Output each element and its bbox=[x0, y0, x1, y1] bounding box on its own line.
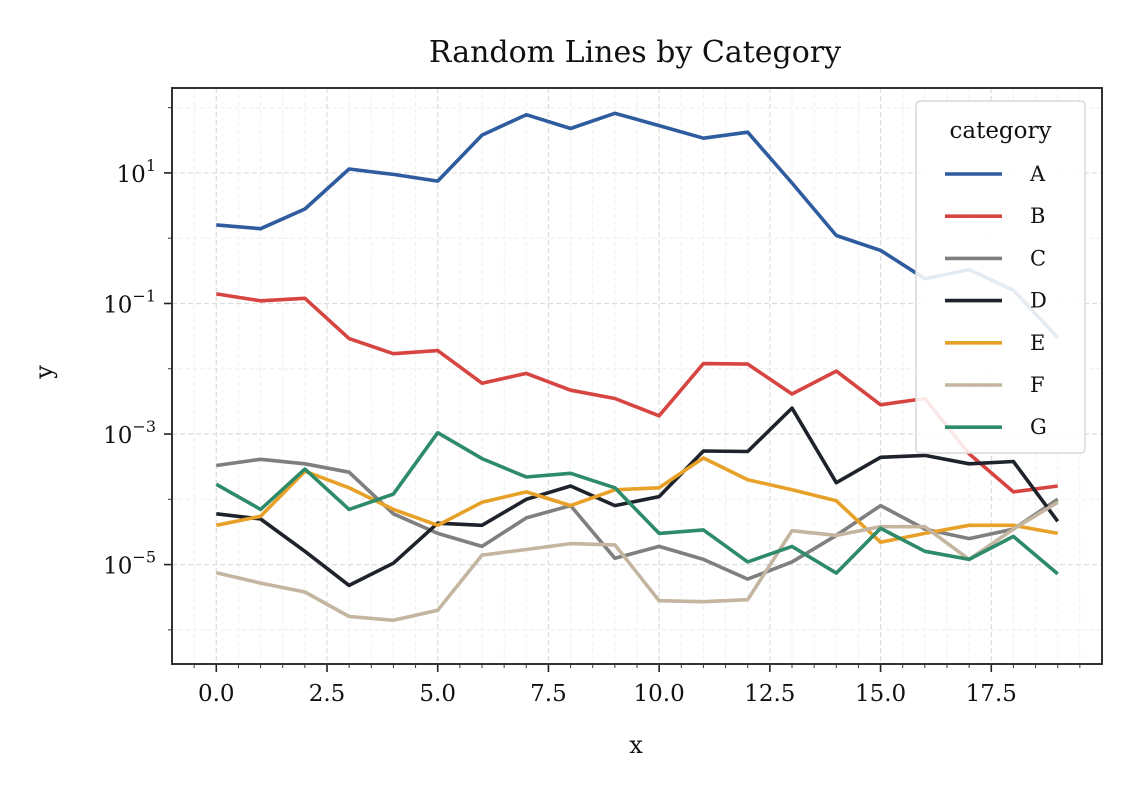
x-tick-label: 7.5 bbox=[530, 681, 567, 707]
y-axis-title: y bbox=[30, 365, 58, 380]
x-tick-label: 17.5 bbox=[966, 681, 1017, 707]
series-line-G bbox=[215, 430, 1059, 576]
legend-label-A: A bbox=[1029, 162, 1046, 186]
x-axis-title: x bbox=[629, 731, 643, 759]
plot-frame bbox=[171, 87, 1103, 665]
axes: 0.0 2.5 5.0 7.5 10.0 12.5 15.0 17.5 101 10−1 10−3 1… bbox=[103, 87, 1103, 707]
legend-label-B: B bbox=[1030, 204, 1045, 228]
x-tick-label: 2.5 bbox=[309, 681, 346, 707]
legend-label-G: G bbox=[1030, 415, 1047, 439]
x-tick-label: 0.0 bbox=[198, 681, 235, 707]
chart-title: Random Lines by Category bbox=[429, 35, 841, 70]
y-tick-label: 10−1 bbox=[103, 286, 156, 318]
legend-box bbox=[915, 100, 1086, 454]
series-line-F bbox=[215, 500, 1059, 623]
x-tick-label: 15.0 bbox=[855, 681, 906, 707]
x-tick-label: 5.0 bbox=[419, 681, 456, 707]
legend-title: category bbox=[949, 118, 1051, 144]
x-tick-label: 12.5 bbox=[744, 681, 795, 707]
legend-label-D: D bbox=[1030, 289, 1047, 313]
legend-label-C: C bbox=[1030, 246, 1046, 270]
y-tick-label: 10−5 bbox=[103, 548, 156, 580]
series-line-D bbox=[216, 406, 1060, 588]
legend-label-E: E bbox=[1030, 331, 1045, 355]
legend-label-F: F bbox=[1030, 373, 1045, 397]
y-tick-label: 101 bbox=[117, 156, 156, 188]
x-tick-label: 10.0 bbox=[634, 681, 685, 707]
series-line-E bbox=[215, 456, 1059, 545]
y-tick-label: 10−3 bbox=[103, 417, 156, 449]
